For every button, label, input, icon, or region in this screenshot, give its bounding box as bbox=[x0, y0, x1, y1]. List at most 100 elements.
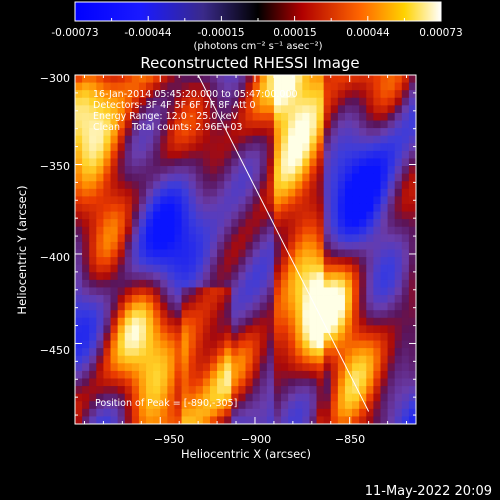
heatmap-cell bbox=[174, 181, 182, 190]
heatmap-cell bbox=[188, 173, 197, 182]
heatmap-cell bbox=[266, 310, 275, 319]
heatmap-cell bbox=[408, 211, 416, 220]
heatmap-cell bbox=[181, 355, 190, 364]
heatmap-cell bbox=[131, 401, 140, 410]
heatmap-cell bbox=[103, 332, 111, 341]
heatmap-cell bbox=[281, 135, 289, 144]
heatmap-cell bbox=[344, 90, 353, 99]
heatmap-cell bbox=[273, 181, 282, 190]
heatmap-cell bbox=[352, 188, 360, 197]
heatmap-cell bbox=[224, 370, 232, 379]
heatmap-cell bbox=[394, 173, 403, 182]
heatmap-cell bbox=[380, 249, 388, 258]
heatmap-cell bbox=[181, 150, 190, 159]
heatmap-cell bbox=[202, 332, 211, 341]
heatmap-cell bbox=[288, 158, 296, 167]
heatmap-cell bbox=[309, 340, 317, 349]
heatmap-cell bbox=[337, 264, 346, 273]
heatmap-cell bbox=[188, 295, 197, 304]
heatmap-cell bbox=[281, 150, 289, 159]
heatmap-cell bbox=[188, 158, 197, 167]
heatmap-cell bbox=[252, 386, 261, 395]
heatmap-cell bbox=[394, 181, 403, 190]
heatmap-cell bbox=[259, 287, 268, 296]
heatmap-cell bbox=[188, 97, 197, 106]
heatmap-cell bbox=[323, 416, 332, 424]
heatmap-cell bbox=[380, 211, 388, 220]
heatmap-cell bbox=[245, 287, 253, 296]
heatmap-cell bbox=[82, 332, 90, 341]
heatmap-cell bbox=[96, 332, 104, 341]
heatmap-cell bbox=[181, 211, 190, 220]
heatmap-cell bbox=[181, 340, 190, 349]
heatmap-cell bbox=[344, 196, 353, 205]
heatmap-cell bbox=[231, 234, 239, 243]
heatmap-cell bbox=[217, 82, 225, 91]
heatmap-cell bbox=[202, 234, 211, 243]
heatmap-cell bbox=[195, 264, 204, 273]
heatmap-cell bbox=[110, 348, 119, 357]
heatmap-cell bbox=[75, 279, 83, 288]
heatmap-cell bbox=[295, 219, 303, 228]
heatmap-cell bbox=[330, 82, 339, 91]
heatmap-cell bbox=[89, 143, 97, 152]
heatmap-cell bbox=[238, 355, 246, 364]
heatmap-cell bbox=[167, 143, 175, 152]
heatmap-cell bbox=[110, 325, 119, 334]
heatmap-cell bbox=[202, 135, 211, 144]
heatmap-cell bbox=[259, 241, 268, 250]
heatmap-cell bbox=[302, 257, 310, 266]
heatmap-cell bbox=[124, 287, 133, 296]
heatmap-cell bbox=[380, 203, 388, 212]
heatmap-cell bbox=[337, 226, 346, 235]
heatmap-cell bbox=[174, 310, 182, 319]
heatmap-cell bbox=[359, 264, 367, 273]
heatmap-cell bbox=[117, 370, 126, 379]
heatmap-cell bbox=[302, 234, 310, 243]
heatmap-cell bbox=[167, 173, 175, 182]
heatmap-cell bbox=[89, 196, 97, 205]
heatmap-cell bbox=[281, 90, 289, 99]
heatmap-cell bbox=[96, 75, 104, 83]
heatmap-cell bbox=[302, 75, 310, 83]
heatmap-cell bbox=[110, 332, 119, 341]
heatmap-cell bbox=[153, 355, 161, 364]
heatmap-cell bbox=[110, 158, 119, 167]
heatmap-cell bbox=[117, 408, 126, 417]
heatmap-cell bbox=[131, 211, 140, 220]
heatmap-cell bbox=[110, 310, 119, 319]
heatmap-cell bbox=[231, 75, 239, 83]
heatmap-cell bbox=[373, 317, 381, 326]
heatmap-cell bbox=[387, 128, 396, 137]
heatmap-cell bbox=[252, 82, 261, 91]
heatmap-cell bbox=[323, 332, 332, 341]
heatmap-cell bbox=[266, 82, 275, 91]
heatmap-cell bbox=[245, 75, 253, 83]
heatmap-cell bbox=[266, 348, 275, 357]
heatmap-cell bbox=[245, 295, 253, 304]
heatmap-cell bbox=[344, 150, 353, 159]
heatmap-cell bbox=[373, 340, 381, 349]
heatmap-cell bbox=[131, 143, 140, 152]
heatmap-cell bbox=[174, 203, 182, 212]
heatmap-cell bbox=[273, 166, 282, 175]
heatmap-cell bbox=[309, 272, 317, 281]
heatmap-cell bbox=[181, 295, 190, 304]
x-tick-label: −850 bbox=[335, 433, 365, 446]
heatmap-cell bbox=[231, 105, 239, 114]
heatmap-cell bbox=[75, 82, 83, 91]
heatmap-cell bbox=[323, 257, 332, 266]
heatmap-cell bbox=[124, 386, 133, 395]
heatmap-cell bbox=[302, 408, 310, 417]
heatmap-cell bbox=[153, 120, 161, 129]
heatmap-cell bbox=[337, 143, 346, 152]
heatmap-cell bbox=[401, 348, 410, 357]
heatmap-cell bbox=[181, 135, 190, 144]
heatmap-cell bbox=[394, 219, 403, 228]
heatmap-cell bbox=[380, 325, 388, 334]
heatmap-cell bbox=[138, 310, 147, 319]
heatmap-cell bbox=[153, 295, 161, 304]
chart-title: Reconstructed RHESSI Image bbox=[140, 54, 359, 72]
heatmap-cell bbox=[373, 143, 381, 152]
heatmap-cell bbox=[110, 166, 119, 175]
